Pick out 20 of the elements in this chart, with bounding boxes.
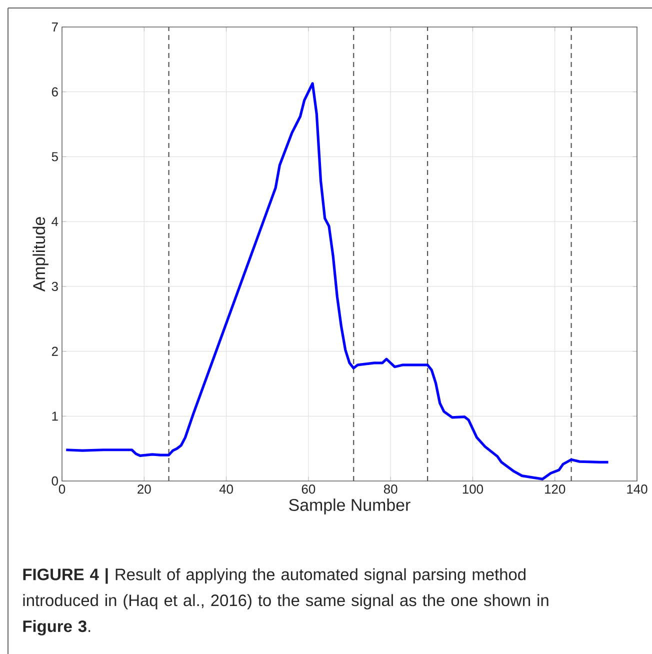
- x-tick-label: 40: [219, 484, 233, 494]
- line-series: [64, 82, 610, 480]
- text: FIGURE 4 | Result of applying the automated signal parsing method introduced in (Haq et al., 2016) to the same signal as the one shown in Figure 3.: [23, 568, 548, 636]
- x-tick-label: 100: [462, 484, 484, 494]
- y-tick-label: 2: [52, 346, 58, 356]
- y-tick-label: 3: [52, 282, 58, 292]
- y-tick-label: 7: [52, 22, 58, 32]
- x-tick-label: 140: [627, 484, 648, 494]
- y-tick-label: 0: [52, 476, 58, 486]
- x-tick-label: 60: [302, 484, 316, 494]
- y-axis-title: Amplitude: [32, 217, 48, 292]
- x-tick-label: 80: [384, 484, 398, 494]
- y-tick-label: 5: [52, 152, 58, 162]
- x-tick-label: 0: [58, 484, 66, 494]
- y-tick-label: 1: [52, 412, 58, 421]
- x-axis-title: Sample Number: [289, 498, 410, 514]
- x-tick-label: 20: [138, 484, 151, 494]
- y-tick-label: 6: [52, 87, 58, 96]
- x-tick-label: 120: [545, 484, 566, 494]
- y-tick-label: 4: [52, 217, 58, 226]
